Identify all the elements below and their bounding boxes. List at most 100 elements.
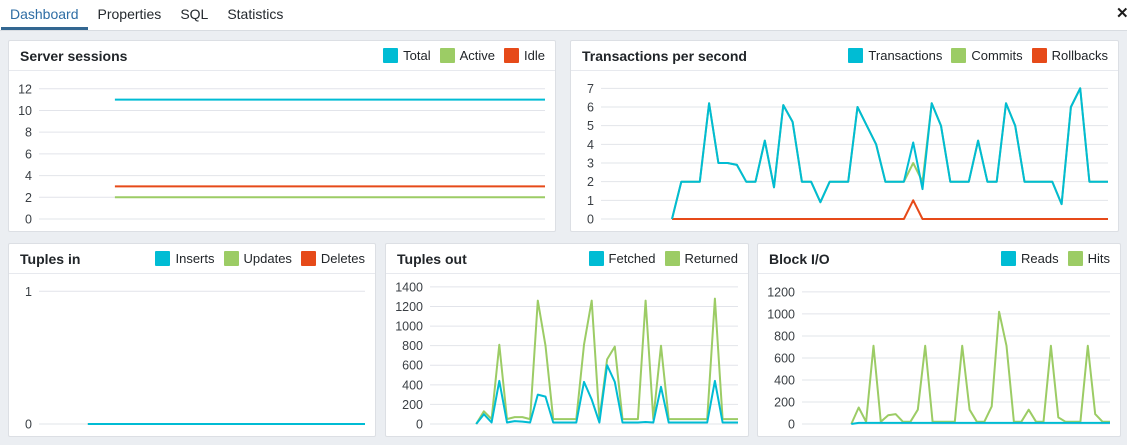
legend-label: Deletes <box>320 251 365 266</box>
legend-item-deletes[interactable]: Deletes <box>300 251 365 266</box>
chart-canvas: 0 1 2 3 4 5 6 7 <box>587 82 1108 227</box>
svg-text:200: 200 <box>402 398 423 412</box>
svg-text:5: 5 <box>587 119 594 133</box>
svg-text:7: 7 <box>587 82 594 96</box>
svg-text:200: 200 <box>774 395 795 409</box>
legend: Total Active Idle <box>383 48 545 63</box>
svg-text:2: 2 <box>25 191 32 205</box>
svg-text:0: 0 <box>416 418 423 432</box>
svg-text:600: 600 <box>774 351 795 365</box>
legend-swatch-icon <box>383 48 399 63</box>
legend: Fetched Returned <box>588 251 738 266</box>
panel-title: Tuples in <box>20 250 81 267</box>
legend-item-transactions[interactable]: Transactions <box>848 48 942 63</box>
svg-text:1: 1 <box>25 285 32 299</box>
tab-dashboard[interactable]: Dashboard <box>1 0 88 30</box>
legend-swatch-icon <box>588 251 604 266</box>
legend: Transactions Commits Rollbacks <box>848 48 1108 63</box>
legend-label: Fetched <box>608 251 656 266</box>
legend-item-total[interactable]: Total <box>383 48 431 63</box>
legend-label: Active <box>459 48 496 63</box>
svg-text:6: 6 <box>25 147 32 161</box>
legend-swatch-icon <box>1067 251 1083 266</box>
svg-text:1200: 1200 <box>767 285 795 299</box>
svg-text:0: 0 <box>25 418 32 432</box>
legend-swatch-icon <box>1031 48 1047 63</box>
svg-text:1000: 1000 <box>767 307 795 321</box>
svg-text:12: 12 <box>18 82 32 96</box>
legend-item-fetched[interactable]: Fetched <box>588 251 656 266</box>
legend-swatch-icon <box>848 48 864 63</box>
svg-text:10: 10 <box>18 104 32 118</box>
tab-bar: Dashboard Properties SQL Statistics ✕ <box>0 0 1127 31</box>
chart-server-sessions: 0 2 4 6 8 10 12 <box>9 71 555 231</box>
legend-swatch-icon <box>223 251 239 266</box>
legend-label: Reads <box>1021 251 1059 266</box>
svg-text:0: 0 <box>25 213 32 227</box>
chart-block-io: 0 200 400 600 800 1000 1200 <box>758 274 1120 436</box>
legend-swatch-icon <box>951 48 967 63</box>
chart-tuples-out: 0 200 400 600 800 1000 1200 1400 <box>386 274 748 436</box>
svg-text:3: 3 <box>587 157 594 171</box>
panel-title: Transactions per second <box>582 47 747 64</box>
legend-item-inserts[interactable]: Inserts <box>155 251 215 266</box>
svg-text:0: 0 <box>788 418 795 432</box>
chart-canvas: 01 <box>25 285 365 432</box>
svg-text:6: 6 <box>587 101 594 115</box>
chart-canvas: 0 200 400 600 800 1000 1200 <box>767 285 1110 432</box>
panel-title: Server sessions <box>20 47 128 64</box>
legend-label: Inserts <box>175 251 215 266</box>
svg-text:0: 0 <box>587 213 594 227</box>
svg-text:1400: 1400 <box>395 280 423 294</box>
legend-label: Commits <box>971 48 1023 63</box>
svg-text:1200: 1200 <box>395 300 423 314</box>
legend: Reads Hits <box>1001 251 1110 266</box>
svg-text:1: 1 <box>587 194 594 208</box>
panel-title: Tuples out <box>397 250 467 267</box>
panel-block-io: Block I/O Reads Hits 0 200 400 600 800 1000 12… <box>757 243 1121 437</box>
legend: Inserts Updates Deletes <box>155 251 365 266</box>
panel-transactions-per-second: Transactions per second Transactions Com… <box>570 40 1119 232</box>
legend-item-updates[interactable]: Updates <box>223 251 292 266</box>
legend-label: Returned <box>684 251 738 266</box>
legend-item-rollbacks[interactable]: Rollbacks <box>1031 48 1108 63</box>
close-icon[interactable]: ✕ <box>1116 5 1127 22</box>
legend-swatch-icon <box>155 251 171 266</box>
legend-label: Updates <box>243 251 292 266</box>
panel-header: Transactions per second Transactions Com… <box>571 41 1118 71</box>
legend-label: Hits <box>1087 251 1110 266</box>
legend-swatch-icon <box>439 48 455 63</box>
tab-statistics[interactable]: Statistics <box>227 5 284 22</box>
svg-text:400: 400 <box>402 378 423 392</box>
panel-server-sessions: Server sessions Total Active Idle 0 2 4 6 8 1… <box>8 40 556 232</box>
legend-item-active[interactable]: Active <box>439 48 496 63</box>
legend-label: Transactions <box>868 48 943 63</box>
svg-text:600: 600 <box>402 359 423 373</box>
chart-transactions-per-second: 0 1 2 3 4 5 6 7 <box>571 71 1118 231</box>
svg-text:4: 4 <box>25 169 32 183</box>
svg-text:8: 8 <box>25 126 32 140</box>
panel-header: Tuples in Inserts Updates Deletes <box>9 244 375 274</box>
tab-sql[interactable]: SQL <box>180 5 209 22</box>
panel-header: Tuples out Fetched Returned <box>386 244 748 274</box>
tab-properties[interactable]: Properties <box>97 5 162 22</box>
legend-label: Rollbacks <box>1051 48 1108 63</box>
svg-text:1000: 1000 <box>395 320 423 334</box>
legend-item-idle[interactable]: Idle <box>504 48 545 63</box>
panel-header: Block I/O Reads Hits <box>758 244 1120 274</box>
svg-text:4: 4 <box>587 138 594 152</box>
legend-swatch-icon <box>504 48 520 63</box>
legend-item-hits[interactable]: Hits <box>1067 251 1110 266</box>
legend-item-returned[interactable]: Returned <box>664 251 738 266</box>
chart-canvas: 0 2 4 6 8 10 12 <box>18 82 545 227</box>
svg-text:800: 800 <box>402 339 423 353</box>
panel-tuples-out: Tuples out Fetched Returned 0 200 400 600 80… <box>385 243 749 437</box>
legend-label: Total <box>403 48 431 63</box>
panel-title: Block I/O <box>769 250 830 267</box>
legend-item-commits[interactable]: Commits <box>951 48 1023 63</box>
legend-item-reads[interactable]: Reads <box>1001 251 1059 266</box>
svg-text:800: 800 <box>774 329 795 343</box>
